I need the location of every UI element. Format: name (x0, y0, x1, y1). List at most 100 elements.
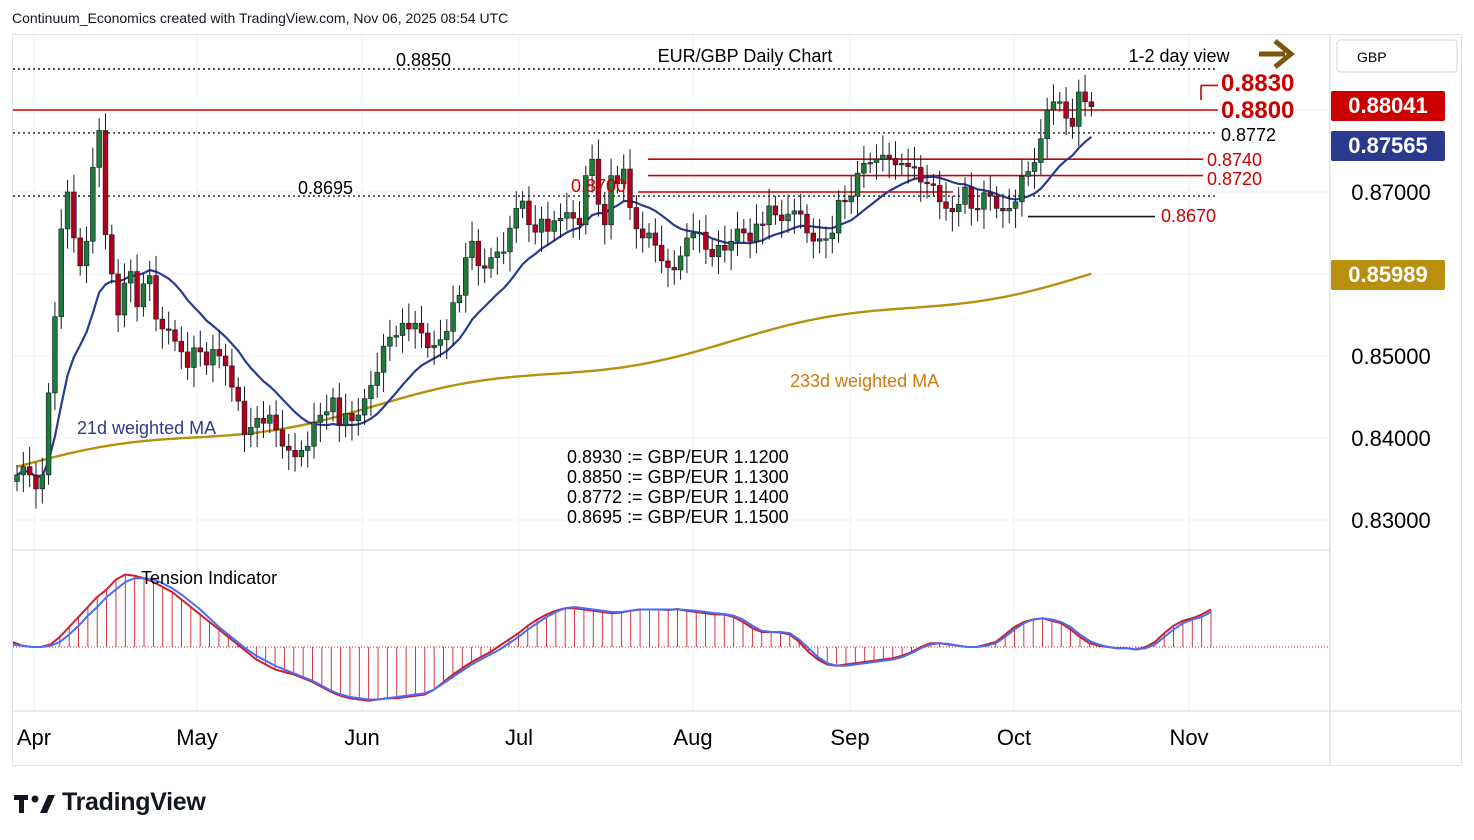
candle (298, 440, 305, 467)
level-label-8740: 0.8740 (1207, 150, 1262, 170)
x-tick-label: Nov (1169, 725, 1208, 750)
candle-body (134, 271, 140, 308)
candle-body (1057, 101, 1063, 104)
candle (102, 113, 109, 250)
candle (1044, 97, 1050, 159)
candle-body (779, 214, 785, 222)
candle (241, 386, 248, 452)
candle-body (14, 474, 20, 482)
candle-body (1006, 208, 1012, 212)
candle (437, 319, 444, 358)
candle-body (45, 392, 52, 476)
x-tick-label: Jun (344, 725, 379, 750)
candle-body (323, 411, 330, 416)
candle (380, 333, 387, 393)
candle-body (589, 158, 595, 176)
candle-body (867, 162, 873, 165)
candle-body (943, 201, 949, 209)
currency-box[interactable] (1336, 39, 1458, 73)
conversion-row: 0.8850 := GBP/EUR 1.1300 (567, 467, 789, 487)
candle (1082, 74, 1088, 117)
candle-body (880, 154, 886, 160)
candle-body (1000, 208, 1006, 212)
candle-body (96, 130, 102, 168)
candle-body (286, 445, 292, 451)
candle-body (481, 265, 488, 269)
candle-body (1088, 101, 1095, 108)
candle (109, 224, 115, 284)
candle (406, 303, 412, 342)
candle-body (115, 273, 121, 316)
candle (981, 180, 987, 229)
candle-body (456, 295, 463, 304)
y-axis: 0.87000 0.85000 0.84000 0.83000 (1351, 180, 1431, 533)
candle-body (1069, 117, 1076, 127)
candle (677, 246, 684, 280)
candle (450, 285, 456, 347)
candle-body (336, 397, 343, 426)
candle-body (690, 232, 696, 239)
candle-body (33, 474, 39, 490)
candle (937, 170, 943, 220)
candle (115, 259, 121, 333)
candle (665, 248, 671, 288)
candle-body (1063, 101, 1069, 119)
candle (71, 174, 77, 253)
candle-body (463, 257, 469, 296)
candle (747, 218, 753, 259)
candle (589, 144, 595, 193)
chart-svg[interactable]: Apr May Jun Jul Aug Sep Oct Nov 0.870000.850000… (12, 35, 1461, 765)
candle (33, 462, 39, 509)
candle-body (532, 224, 538, 233)
candle-body (968, 186, 975, 209)
candle-body (993, 195, 1000, 209)
currency-label[interactable]: GBP (1357, 49, 1387, 65)
candle-body (140, 283, 147, 308)
candle-body (191, 347, 197, 368)
candle (1031, 147, 1038, 189)
candle (393, 325, 399, 347)
candle-body (652, 232, 659, 246)
candle-body (722, 245, 728, 251)
candle (147, 260, 153, 302)
candle (715, 230, 722, 274)
candle (83, 226, 90, 284)
candle (570, 200, 576, 238)
candle (45, 383, 52, 485)
candle-body (671, 267, 677, 271)
candle-body (1050, 101, 1057, 111)
candle (696, 219, 703, 253)
candle (507, 215, 513, 272)
candle-body (387, 336, 393, 347)
candle (52, 301, 58, 411)
ma233-price-tag: 0.85989 (1331, 260, 1445, 290)
candle (905, 148, 911, 184)
candle-body (949, 208, 956, 212)
tradingview-brand[interactable]: TradingView (14, 788, 206, 817)
candle-body (526, 200, 532, 226)
candle (500, 232, 507, 265)
candle-body (1082, 91, 1088, 103)
candle (823, 226, 829, 259)
tradingview-logo-icon (14, 794, 55, 813)
candle-body (892, 158, 899, 166)
candle-body (399, 322, 406, 336)
candles (14, 74, 1095, 509)
candle-body (488, 257, 494, 269)
candle-body (703, 231, 709, 250)
candle-body (962, 186, 968, 205)
candle (210, 334, 216, 383)
candle-body (39, 474, 45, 490)
candle (772, 196, 779, 225)
candle-body (172, 329, 178, 342)
candle (96, 118, 102, 188)
x-tick-label: Sep (830, 725, 869, 750)
candle-body (159, 318, 166, 330)
candle (797, 193, 804, 229)
candle (90, 147, 96, 254)
candle (633, 195, 640, 249)
candle (918, 155, 924, 202)
candle (418, 305, 425, 348)
candle (361, 388, 368, 425)
candle (829, 215, 835, 254)
